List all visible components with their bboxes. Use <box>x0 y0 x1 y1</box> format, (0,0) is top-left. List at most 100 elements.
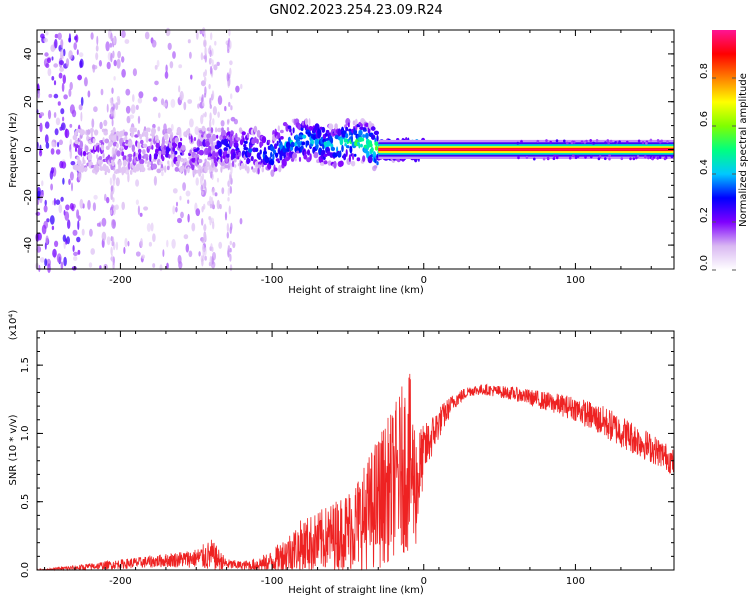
spectrogram-cell <box>226 153 230 158</box>
spectrogram-band <box>378 148 675 151</box>
spectrogram-cell <box>273 149 276 155</box>
spectrogram-cell <box>592 141 596 145</box>
spectrogram-cell <box>121 151 125 157</box>
spectrogram-data <box>35 27 675 274</box>
spectrogram-cell <box>111 160 115 167</box>
spectrogram-cell <box>542 157 546 161</box>
spectrogram-cell <box>216 134 219 139</box>
spectrogram-cell <box>212 221 215 230</box>
spectrogram-cell <box>608 157 611 161</box>
spectrogram-cell <box>224 150 228 155</box>
spectrogram-cell <box>228 178 231 188</box>
spectrogram-cell <box>221 187 225 195</box>
spectrogram-cell <box>546 156 550 160</box>
spectrogram-cell <box>62 74 66 84</box>
spectrogram-cell <box>364 123 370 127</box>
spectrogram-cell <box>55 117 61 126</box>
spectrogram-cell <box>62 116 65 122</box>
spectrogram-cell <box>202 113 205 118</box>
spectrogram-cell <box>135 104 139 110</box>
spectrogram-cell <box>110 132 114 136</box>
y-tick-label: 0.0 <box>20 562 31 578</box>
spectrogram-cell <box>60 122 66 131</box>
spectrogram-cell <box>323 160 328 165</box>
spectrogram-cell <box>246 166 250 174</box>
spectrogram-cell <box>148 241 152 247</box>
spectrogram-cell <box>110 111 114 117</box>
spectrogram-cell <box>121 68 126 78</box>
spectrogram-cell <box>58 139 64 146</box>
spectrogram-cell <box>185 190 191 197</box>
spectrogram-cell <box>71 109 77 118</box>
spectrogram-cell <box>65 204 70 211</box>
spectrogram-cell <box>50 183 53 191</box>
spectrogram-cell <box>226 127 230 132</box>
spectrogram-cell <box>86 129 91 135</box>
spectrogram-cell <box>140 166 146 173</box>
spectrogram-cell <box>106 196 110 204</box>
spectrogram-cell <box>180 211 184 219</box>
spectrogram-cell <box>197 165 202 169</box>
spectrogram-cell <box>145 157 149 161</box>
colorbar: 0.0 0.2 0.4 0.6 0.8 Normalized spectral ampl… <box>699 30 749 271</box>
spectrogram-cell <box>187 39 191 44</box>
spectrogram-cell <box>563 139 566 143</box>
spectrogram-cell <box>205 166 208 173</box>
spectrogram-cell <box>618 140 621 144</box>
spectrogram-cell <box>161 171 164 177</box>
spectrogram-cell <box>187 99 193 104</box>
spectrogram-cell <box>203 31 206 40</box>
spectrogram-cell <box>47 109 52 120</box>
spectrogram-cell <box>292 127 295 134</box>
spectrogram-cell <box>57 141 60 148</box>
spectrogram-cell <box>129 114 135 119</box>
spectrogram-cell <box>53 93 59 99</box>
spectrogram-cell <box>228 205 231 215</box>
spectrogram-cell <box>76 49 79 56</box>
spectrogram-cell <box>49 215 55 225</box>
spectrogram-cell <box>302 134 307 139</box>
snr-frame <box>36 330 675 571</box>
spectrogram-cell <box>219 204 222 210</box>
spectrogram-cell <box>41 224 47 235</box>
spectrogram-cell <box>153 175 157 186</box>
spectrogram-cell <box>39 149 43 157</box>
spectrogram-cell <box>323 141 328 146</box>
spectrogram-cell <box>209 216 212 226</box>
spectrogram-cell <box>341 144 344 153</box>
spectrogram-cell <box>132 68 137 77</box>
spectrogram-cell <box>232 241 236 249</box>
spectrogram-cell <box>319 162 325 166</box>
spectrogram-cell <box>164 71 169 79</box>
spectrogram-cell <box>649 138 653 142</box>
spectrogram-cell <box>344 143 347 147</box>
spectrogram-cell <box>187 199 190 204</box>
spectrogram-cell <box>177 157 181 165</box>
snr-panel: -200 -100 0 100 0.0 0.5 1.0 1.5 Height of strai… <box>8 310 675 596</box>
spectrogram-cell <box>78 104 83 111</box>
spectrogram-cell <box>209 104 212 109</box>
spectrogram-cell <box>89 127 94 133</box>
spectrogram-cell <box>200 52 204 61</box>
spectrogram-cell <box>152 96 158 102</box>
spectrogram-cell <box>170 153 173 158</box>
spectrogram-cell <box>204 76 207 83</box>
spectrogram-cell <box>210 127 214 133</box>
spectrogram-cell <box>50 44 56 52</box>
spectrogram-cell <box>277 125 280 132</box>
spectrogram-cell <box>196 147 200 151</box>
spectrogram-cell <box>293 153 297 158</box>
spectrogram-cell <box>351 134 353 143</box>
spectrogram-cell <box>58 204 63 214</box>
spectrogram-cell <box>147 127 151 133</box>
spectrogram-cell <box>218 241 223 249</box>
spectrogram-cell <box>201 191 204 195</box>
spectrogram-cell <box>69 81 73 91</box>
spectrogram-cell <box>179 90 184 101</box>
spectrogram-cell <box>68 88 72 98</box>
spectrogram-cell <box>204 186 207 195</box>
spectrogram-cell <box>99 121 103 130</box>
spectrogram-cell <box>47 57 51 63</box>
spectrogram-cell <box>209 119 212 129</box>
